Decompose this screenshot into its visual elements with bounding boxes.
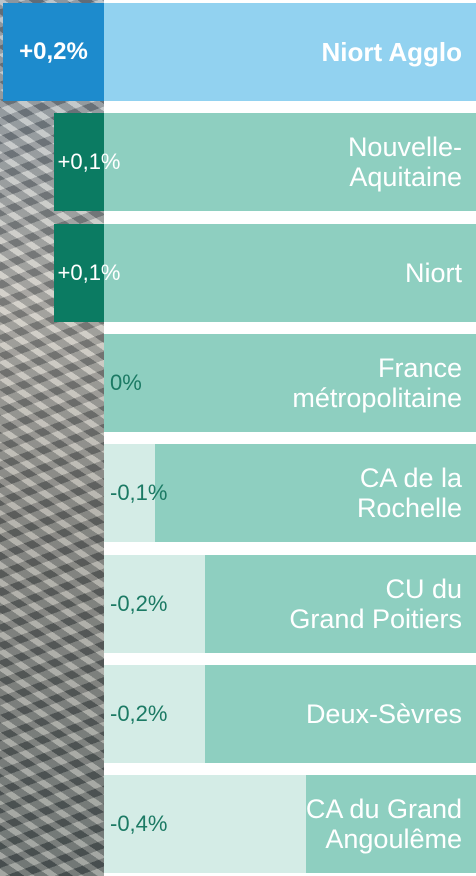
category-label: Deux-Sèvres: [305, 698, 462, 729]
value-label: 0%: [110, 369, 142, 395]
value-label: +0,1%: [57, 259, 121, 285]
bar: [104, 664, 205, 763]
row: CU du Grand Poitiers -0,2%: [0, 554, 476, 653]
value-label: +0,2%: [19, 38, 88, 65]
bar: [3, 3, 104, 101]
row: Nouvelle- Aquitaine +0,1%: [0, 113, 476, 212]
value-label: -0,4%: [110, 811, 168, 837]
category-label: Niort: [404, 257, 462, 288]
category-label: Niort Agglo: [321, 37, 462, 67]
row: CA de la Rochelle -0,1%: [0, 444, 476, 543]
value-label: -0,2%: [110, 590, 168, 616]
row: Deux-Sèvres -0,2%: [0, 664, 476, 763]
bar: [53, 113, 104, 212]
value-label: -0,2%: [110, 700, 168, 726]
category-label: CU du Grand Poitiers: [289, 573, 462, 634]
row: CA du Grand Angoulême -0,4%: [0, 775, 476, 874]
label-panel: [104, 3, 476, 101]
bar: [104, 554, 205, 653]
row: France métropolitaine 0%: [0, 333, 476, 432]
label-panel: [104, 113, 476, 212]
row: Niort +0,1%: [0, 223, 476, 322]
category-label: CA de la Rochelle: [356, 463, 462, 524]
label-panel: [104, 333, 476, 432]
category-label: CA du Grand Angoulême: [305, 794, 462, 855]
category-label: Nouvelle- Aquitaine: [347, 132, 462, 193]
bar: [104, 444, 155, 543]
value-label: -0,1%: [110, 480, 168, 506]
label-panel: [104, 444, 476, 543]
bar: [104, 775, 306, 874]
row: Niort Agglo +0,2%: [0, 3, 476, 101]
bar: [53, 223, 104, 322]
category-label: France métropolitaine: [292, 352, 462, 413]
value-label: +0,1%: [57, 149, 121, 175]
label-panel: [104, 223, 476, 322]
